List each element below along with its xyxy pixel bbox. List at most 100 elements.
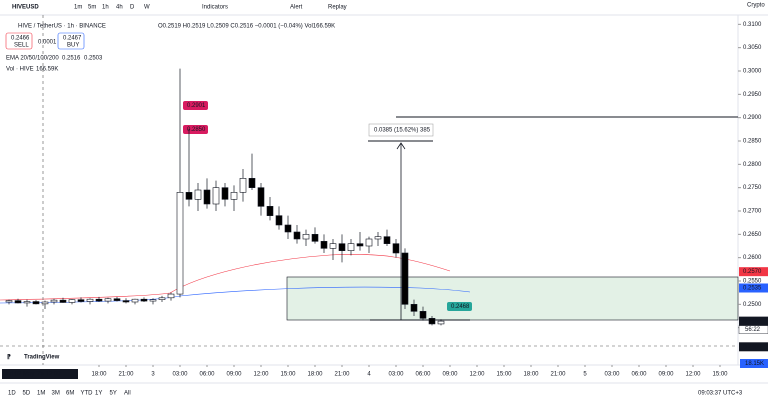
x-tick-label: 06:00 [415, 372, 431, 378]
brand-logo: ⁋ [7, 354, 11, 361]
candle-body [221, 187, 229, 200]
symbol[interactable]: HIVEUSD [12, 5, 39, 11]
interval[interactable]: 1h [102, 5, 109, 11]
y-tick-label: 0.2600 [743, 255, 762, 261]
x-tick-label: 21:00 [334, 372, 350, 378]
range[interactable]: All [124, 391, 131, 397]
candle-body [149, 299, 157, 302]
candle-body [185, 192, 193, 200]
range[interactable]: 1M [37, 391, 45, 397]
legend-ohlc: O0.2519 H0.2519 L0.2509 C0.2516 −0.0001 … [158, 24, 335, 30]
crypto[interactable]: Crypto [747, 3, 765, 9]
vol-badge-text: 18.15K [745, 361, 764, 367]
interval[interactable]: 4h [116, 5, 123, 11]
candle-body [284, 224, 292, 233]
y-tick-label: 0.2850 [743, 139, 762, 145]
interval[interactable]: 5m [88, 5, 96, 11]
x-tick-label: 03:00 [388, 372, 404, 378]
range[interactable]: 6M [66, 391, 74, 397]
crosshair-time [2, 369, 78, 379]
x-tick-label: 18:00 [307, 372, 323, 378]
range[interactable]: YTD [81, 391, 94, 397]
y-tick-label: 0.2750 [743, 185, 762, 191]
x-tick-label: 03:00 [172, 372, 188, 378]
callout-text: 0.2468 [451, 304, 470, 310]
alert[interactable]: Alert [290, 5, 303, 11]
y-tick-label: 0.3100 [743, 22, 762, 28]
price-badge [739, 342, 768, 352]
buy-button[interactable] [57, 32, 85, 50]
y-tick-label: 0.2700 [743, 209, 762, 215]
candle-body [131, 298, 139, 303]
y-tick-label: 0.2900 [743, 115, 762, 121]
indicators[interactable]: Indicators [202, 5, 228, 11]
candle-body [356, 243, 364, 247]
zone [286, 276, 739, 321]
range[interactable]: 3M [52, 391, 60, 397]
price-badge-text: 0.2570 [743, 269, 762, 275]
sell-label[interactable]: SELL [14, 43, 29, 49]
x-tick-label: 15:00 [280, 372, 296, 378]
candle-body [194, 189, 202, 200]
sell-price[interactable]: 0.2466 [11, 36, 30, 42]
candle-body [122, 300, 130, 303]
x-tick-label: 06:00 [199, 372, 215, 378]
x-tick-label: 12:00 [469, 372, 485, 378]
range[interactable]: 1D [8, 391, 16, 397]
x-tick-label: 5 [583, 372, 587, 378]
candle-body [383, 236, 391, 244]
callout-text: 0.2850 [187, 127, 206, 133]
crosshair-time-text: Fri 02 May '25 12:00 [6, 372, 61, 378]
candle-body [113, 298, 121, 301]
toolbar [0, 0, 768, 15]
x-tick-label: 15:00 [712, 372, 728, 378]
candle-body [14, 300, 22, 304]
candle-body [347, 243, 355, 251]
x-tick-label: 18:00 [91, 372, 107, 378]
candle-body [239, 178, 247, 193]
x-tick-label: 09:00 [226, 372, 242, 378]
callout [183, 101, 208, 110]
candle-body [428, 318, 436, 325]
ema-label: EMA 20/50/100/200 [6, 56, 59, 62]
candle-body [320, 241, 328, 249]
interval[interactable]: W [144, 5, 150, 11]
y-tick-label: 0.2950 [743, 92, 762, 98]
buy-label[interactable]: BUY [67, 43, 79, 49]
x-tick-label: 09:00 [658, 372, 674, 378]
x-tick-label: 21:00 [550, 372, 566, 378]
range[interactable]: 5D [23, 391, 31, 397]
candle-body [293, 231, 301, 240]
measure-label: 0.0385 (15.62%) 385 [374, 128, 431, 134]
range[interactable]: 5Y [110, 391, 117, 397]
vol-badge [740, 359, 768, 368]
price-badge-text: 0.2464 [743, 319, 762, 325]
candle-body [275, 215, 283, 226]
vol-label: Vol · HIVE [6, 67, 34, 73]
buy-price[interactable]: 0.2467 [63, 36, 82, 42]
ema-line [0, 253, 451, 301]
candle-body [203, 189, 211, 205]
candle-body [401, 252, 409, 305]
candle-body [23, 301, 31, 304]
candle-body [392, 243, 400, 254]
sell-button[interactable] [5, 32, 33, 50]
candle-body [437, 320, 445, 325]
ema-value: 0.2503 [84, 56, 103, 62]
replay[interactable]: Replay [328, 5, 347, 11]
candle-body [419, 311, 427, 319]
candle-body [248, 178, 256, 188]
x-tick-label: 06:00 [631, 372, 647, 378]
interval[interactable]: D [130, 5, 135, 11]
interval[interactable]: 1m [74, 5, 82, 11]
x-tick-label: 3 [151, 372, 155, 378]
range[interactable]: 1Y [95, 391, 102, 397]
ema-value: 0.2516 [62, 56, 81, 62]
measure-box [368, 123, 434, 137]
x-tick-label: 18:00 [523, 372, 539, 378]
y-tick-label: 0.3000 [743, 69, 762, 75]
x-tick-label: 4 [367, 372, 371, 378]
callout [447, 302, 472, 311]
candle-body [68, 299, 76, 303]
